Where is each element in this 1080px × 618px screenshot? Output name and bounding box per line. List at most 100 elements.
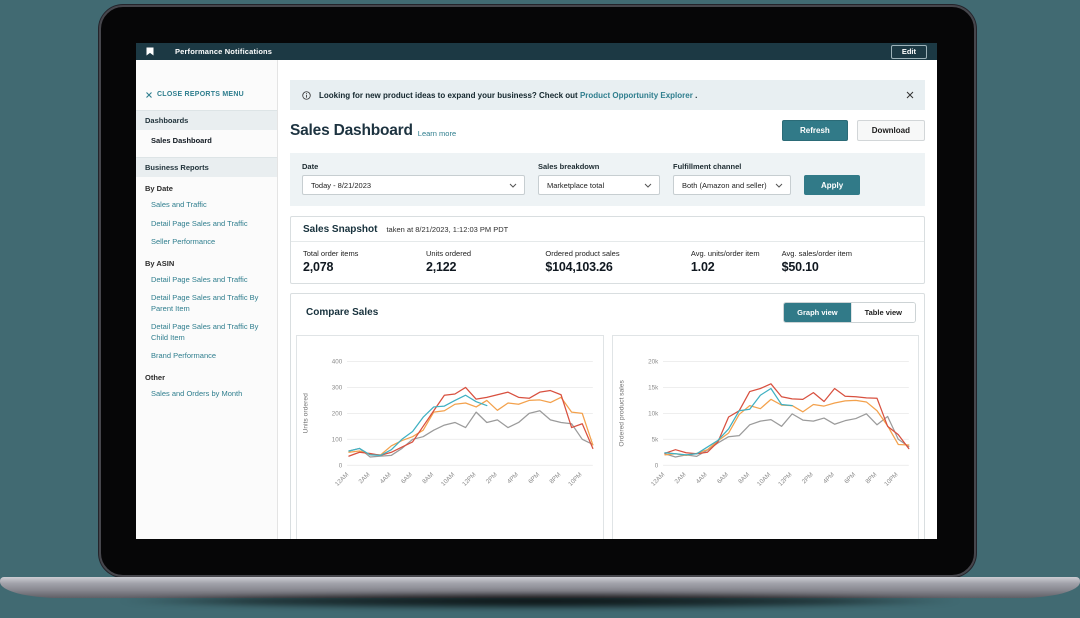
chevron-down-icon [509, 183, 517, 188]
breakdown-filter-label: Sales breakdown [538, 162, 600, 171]
svg-text:2AM: 2AM [673, 471, 687, 485]
sidebar-item-sales-and-traffic[interactable]: Sales and Traffic [151, 200, 207, 209]
refresh-button[interactable]: Refresh [781, 120, 848, 141]
metric-value: $104,103.26 [545, 260, 613, 274]
banner-text: Looking for new product ideas to expand … [319, 91, 697, 100]
sidebar-item-brand-performance[interactable]: Brand Performance [151, 351, 217, 360]
svg-text:8PM: 8PM [548, 471, 562, 485]
metric-value: 2,078 [303, 260, 334, 274]
metric-value: 2,122 [426, 260, 457, 274]
page-header: Sales Dashboard Learn more Refresh Downl… [290, 120, 925, 141]
sidebar-item-sales-dashboard[interactable]: Sales Dashboard [151, 136, 212, 145]
svg-text:8AM: 8AM [421, 471, 435, 485]
breakdown-select[interactable]: Marketplace total [538, 175, 660, 195]
svg-text:8AM: 8AM [737, 471, 751, 485]
sidebar-group-by-date: By Date [145, 184, 173, 193]
breakdown-select-value: Marketplace total [547, 180, 605, 190]
view-toggle: Graph view Table view [783, 302, 916, 323]
channel-select[interactable]: Both (Amazon and seller) [673, 175, 791, 195]
topbar-title: Performance Notifications [175, 47, 273, 56]
svg-text:12PM: 12PM [777, 471, 793, 487]
sidebar-header-dashboards: Dashboards [136, 110, 277, 130]
info-banner: Looking for new product ideas to expand … [290, 80, 925, 110]
banner-text-after: . [692, 90, 698, 100]
laptop-shadow [20, 593, 1060, 611]
sales-snapshot-timestamp: taken at 8/21/2023, 1:12:03 PM PDT [386, 225, 509, 234]
sidebar-item-detail-page-sales-traffic-asin[interactable]: Detail Page Sales and Traffic [151, 274, 248, 284]
svg-text:200: 200 [332, 411, 343, 418]
apply-button[interactable]: Apply [804, 175, 861, 195]
metric-avg-sales-order-item: Avg. sales/order item $50.10 [782, 249, 912, 274]
date-filter-label: Date [302, 162, 319, 171]
svg-text:2PM: 2PM [800, 471, 814, 485]
svg-text:20k: 20k [648, 359, 659, 366]
units-ordered-chart-card: 0 100 200 300 400 12AM 2AM 4AM 6AM 8AM 10AM 12PM 2PM… [296, 335, 604, 539]
graph-view-button[interactable]: Graph view [784, 303, 851, 322]
download-button[interactable]: Download [856, 120, 925, 141]
close-icon [146, 91, 152, 98]
svg-text:4AM: 4AM [694, 471, 708, 485]
svg-text:4PM: 4PM [821, 471, 835, 485]
sidebar-group-by-asin: By ASIN [145, 258, 175, 268]
svg-text:5k: 5k [651, 437, 658, 444]
svg-text:2AM: 2AM [358, 471, 372, 485]
svg-text:8PM: 8PM [864, 471, 878, 485]
edit-button[interactable]: Edit [890, 44, 927, 59]
sidebar-item-seller-performance[interactable]: Seller Performance [151, 237, 216, 246]
close-reports-menu-link[interactable]: CLOSE REPORTS MENU [136, 60, 277, 108]
svg-text:100: 100 [332, 437, 343, 444]
main-content: Looking for new product ideas to expand … [278, 60, 937, 539]
svg-text:12AM: 12AM [649, 471, 665, 487]
ordered-product-sales-chart-card: 0 5k 10k 15k 20k 12AM 2AM 4AM 6AM 8AM 10AM 12PM 2PM 4… [611, 335, 919, 539]
chevron-down-icon [775, 183, 783, 188]
charts-row: 0 100 200 300 400 12AM 2AM 4AM 6AM 8AM 10AM 12PM 2PM… [291, 333, 924, 539]
metric-value: $50.10 [781, 260, 819, 274]
page-title: Sales Dashboard [290, 121, 413, 139]
metric-units-ordered: Units ordered 2,122 [426, 249, 545, 274]
filter-bar: Date Today - 8/21/2023 Sales breakdown M… [290, 153, 925, 206]
svg-text:400: 400 [332, 359, 343, 366]
close-icon[interactable] [906, 91, 914, 99]
snapshot-metrics-row: Total order items 2,078 Units ordered 2,… [291, 242, 924, 283]
close-reports-menu-label: CLOSE REPORTS MENU [157, 91, 244, 98]
reports-sidebar: CLOSE REPORTS MENU Dashboards Sales Dash… [136, 60, 278, 539]
channel-filter: Fulfillment channel Both (Amazon and sel… [673, 162, 791, 195]
channel-filter-label: Fulfillment channel [673, 162, 742, 171]
units-ordered-chart: 0 100 200 300 400 12AM 2AM 4AM 6AM 8AM 10AM 12PM 2PM… [303, 359, 594, 488]
svg-text:10PM: 10PM [883, 471, 899, 487]
info-icon [302, 90, 311, 100]
laptop-base [0, 577, 1080, 598]
sidebar-item-detail-page-parent-item[interactable]: Detail Page Sales and Traffic By Parent … [151, 293, 259, 313]
date-filter: Date Today - 8/21/2023 [302, 162, 525, 195]
svg-text:4AM: 4AM [379, 471, 393, 485]
compare-sales-card: Compare Sales Graph view Table view 0 100… [290, 293, 925, 539]
svg-text:2PM: 2PM [485, 471, 499, 485]
sidebar-item-detail-page-child-item[interactable]: Detail Page Sales and Traffic By Child I… [151, 322, 259, 342]
svg-text:6AM: 6AM [400, 471, 414, 485]
svg-text:10k: 10k [648, 411, 659, 418]
metric-label: Ordered product sales [545, 249, 620, 258]
sales-snapshot-title: Sales Snapshot [303, 224, 378, 235]
svg-text:0: 0 [654, 462, 658, 469]
svg-text:300: 300 [332, 385, 343, 392]
metric-value: 1.02 [690, 260, 715, 274]
sidebar-item-detail-page-sales-traffic[interactable]: Detail Page Sales and Traffic [151, 218, 248, 228]
svg-text:12PM: 12PM [461, 471, 477, 487]
svg-text:Units ordered: Units ordered [303, 393, 310, 434]
svg-text:0: 0 [339, 462, 343, 469]
table-view-button[interactable]: Table view [850, 303, 915, 322]
compare-sales-title: Compare Sales [306, 307, 379, 318]
svg-text:6AM: 6AM [715, 471, 729, 485]
date-select-value: Today - 8/21/2023 [311, 180, 372, 190]
product-opportunity-explorer-link[interactable]: Product Opportunity Explorer [579, 90, 693, 100]
channel-select-value: Both (Amazon and seller) [682, 180, 767, 190]
svg-text:10AM: 10AM [440, 471, 456, 487]
svg-text:Ordered product sales: Ordered product sales [618, 379, 625, 446]
date-select[interactable]: Today - 8/21/2023 [302, 175, 525, 195]
learn-more-link[interactable]: Learn more [417, 128, 457, 138]
sidebar-item-sales-orders-by-month[interactable]: Sales and Orders by Month [151, 388, 243, 398]
sidebar-header-business-reports: Business Reports [136, 157, 277, 177]
svg-text:10AM: 10AM [755, 471, 771, 487]
top-nav-bar: Performance Notifications Edit [136, 43, 937, 60]
